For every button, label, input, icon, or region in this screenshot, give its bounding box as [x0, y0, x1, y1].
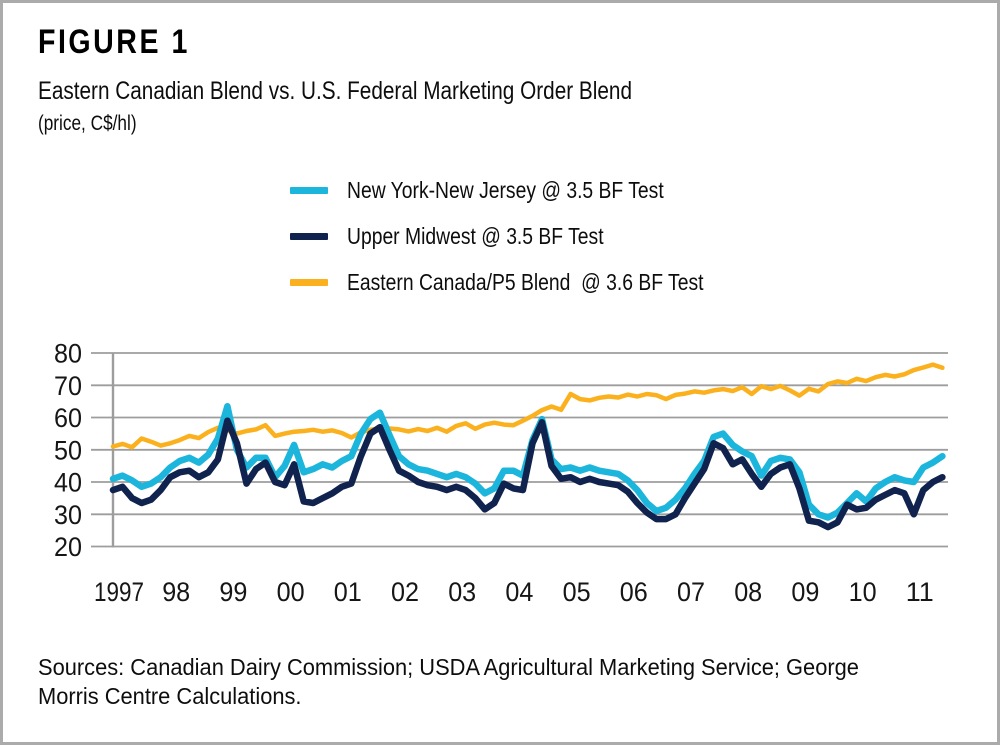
legend-item-upper-midwest: Upper Midwest @ 3.5 BF Test — [290, 223, 771, 249]
y-axis-label-30: 30 — [54, 500, 82, 530]
x-axis-label-11: 11 — [906, 577, 934, 607]
sources-note: Sources: Canadian Dairy Commission; USDA… — [38, 653, 902, 711]
x-axis-label-05: 05 — [563, 577, 591, 607]
y-axis-label-80: 80 — [54, 339, 82, 369]
x-axis-label-98: 98 — [162, 577, 190, 607]
figure-title: Eastern Canadian Blend vs. U.S. Federal … — [38, 77, 754, 106]
series-line-upper_midwest — [109, 417, 946, 531]
sources-line-2: Morris Centre Calculations. — [38, 683, 302, 709]
eastern-canada-line-swatch-icon — [290, 278, 328, 286]
ny-nj-line-swatch-icon — [290, 186, 328, 194]
figure-label: FIGURE 1 — [38, 23, 219, 62]
figure-unit-text: (price, C$/hl) — [38, 112, 137, 135]
legend-label: New York-New Jersey @ 3.5 BF Test — [347, 176, 664, 203]
upper-midwest-line-swatch-icon — [290, 232, 328, 240]
y-axis-label-40: 40 — [54, 468, 82, 498]
x-axis-label-07: 07 — [677, 577, 705, 607]
sources-line-1: Sources: Canadian Dairy Commission; USDA… — [38, 654, 859, 680]
legend-label: Upper Midwest @ 3.5 BF Test — [347, 222, 604, 249]
x-axis-label-99: 99 — [219, 577, 247, 607]
series-line-eastern_canada — [110, 362, 945, 450]
x-axis-label-10: 10 — [849, 577, 877, 607]
figure-title-text: Eastern Canadian Blend vs. U.S. Federal … — [38, 77, 632, 105]
x-axis-label-03: 03 — [448, 577, 476, 607]
legend-label: Eastern Canada/P5 Blend @ 3.6 BF Test — [347, 268, 704, 295]
y-axis-label-50: 50 — [54, 435, 82, 465]
figure-label-text: FIGURE 1 — [38, 23, 190, 61]
y-axis-label-60: 60 — [54, 403, 82, 433]
x-axis-label-1997: 1997 — [94, 577, 144, 607]
x-axis-label-01: 01 — [334, 577, 362, 607]
legend-item-ny-nj: New York-New Jersey @ 3.5 BF Test — [290, 177, 771, 203]
y-axis-label-70: 70 — [54, 371, 82, 401]
x-axis-label-06: 06 — [620, 577, 648, 607]
legend-item-eastern-canada: Eastern Canada/P5 Blend @ 3.6 BF Test — [290, 269, 771, 295]
y-axis-label-20: 20 — [54, 532, 82, 562]
x-axis-label-08: 08 — [734, 577, 762, 607]
figure-unit: (price, C$/hl) — [38, 112, 158, 136]
x-axis-label-09: 09 — [791, 577, 819, 607]
chart-legend: New York-New Jersey @ 3.5 BF Test Upper … — [290, 177, 771, 315]
x-axis-label-00: 00 — [277, 577, 305, 607]
x-axis-label-02: 02 — [391, 577, 419, 607]
x-axis-label-04: 04 — [505, 577, 533, 607]
